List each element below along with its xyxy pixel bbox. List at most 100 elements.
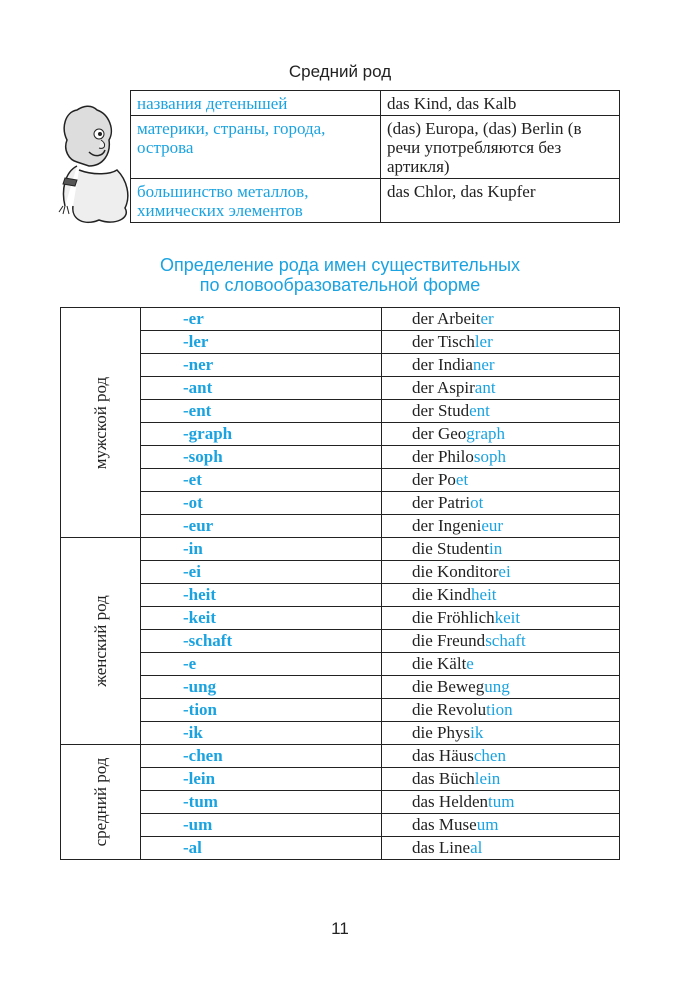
heading-line: по словообразовательной форме (199, 275, 481, 295)
example-cell: der Indianer (381, 353, 620, 377)
table-row: -al das Lineal (61, 836, 620, 860)
word-stem: das Helden (412, 792, 489, 811)
table-row: -lein das Büchlein (61, 767, 620, 791)
table-row: -ant der Aspirant (61, 376, 620, 400)
suffix-cell: -graph (140, 422, 382, 446)
example-cell: die Revolution (381, 698, 620, 722)
word-ending: heit (471, 585, 497, 604)
word-stem: die Revolu (412, 700, 487, 719)
suffix-cell: -tum (140, 790, 382, 814)
suffix-cell: -in (140, 537, 382, 561)
word-ending: et (455, 470, 469, 489)
examples-cell: das Chlor, das Kupfer (380, 178, 620, 223)
word-stem: der Po (412, 470, 456, 489)
word-ending: graph (466, 424, 505, 443)
word-ending: ot (470, 493, 484, 512)
suffix-cell: -ant (140, 376, 382, 400)
gender-label: мужской род (90, 376, 110, 469)
example-cell: der Aspirant (381, 376, 620, 400)
word-ending: tum (488, 792, 515, 811)
word-ending: chen (473, 746, 506, 765)
table-row: женский род -in die Studentin (60, 537, 620, 745)
table-row: мужской род -er der Arbeiter (60, 307, 620, 538)
table-row: -ik die Physik (61, 721, 620, 745)
suffix-cell: -lein (140, 767, 382, 791)
word-stem: das Line (412, 838, 471, 857)
word-ending: er (480, 309, 494, 328)
table-row: названия детенышей das Kind, das Kalb (130, 90, 620, 116)
example-cell: der Tischler (381, 330, 620, 354)
suffix-cell: -ik (140, 721, 382, 745)
suffix-cell: -ei (140, 560, 382, 584)
example-cell: der Ingenieur (381, 514, 620, 538)
word-stem: der Tisch (412, 332, 475, 351)
example-cell: die Physik (381, 721, 620, 745)
gender-group-cell: мужской род (60, 307, 141, 538)
gender-group-cell: женский род (60, 537, 141, 745)
suffix-cell: -keit (140, 606, 382, 630)
word-stem: die Fröhlich (412, 608, 495, 627)
table-row: -um das Museum (61, 813, 620, 837)
heading-line: Определение рода имен существительных (159, 255, 521, 275)
word-ending: ler (474, 332, 493, 351)
word-ending: in (488, 539, 503, 558)
word-ending: eur (481, 516, 504, 535)
table-row: -et der Poet (61, 468, 620, 492)
word-stem: die Konditor (412, 562, 499, 581)
word-ending: lein (474, 769, 501, 788)
suffix-cell: -um (140, 813, 382, 837)
suffix-cell: -chen (140, 744, 382, 768)
word-stem: der Aspir (412, 378, 475, 397)
word-stem: das Häus (412, 746, 474, 765)
word-stem: das Büch (412, 769, 475, 788)
category-cell: названия детенышей (130, 90, 381, 116)
suffix-cell: -schaft (140, 629, 382, 653)
suffix-cell: -soph (140, 445, 382, 469)
word-ending: ei (498, 562, 511, 581)
example-cell: der Patriot (381, 491, 620, 515)
suffix-cell: -ler (140, 330, 382, 354)
word-ending: keit (494, 608, 521, 627)
suffix-cell: -ner (140, 353, 382, 377)
table-row: -ent der Student (61, 399, 620, 423)
example-cell: der Poet (381, 468, 620, 492)
word-ending: ik (470, 723, 484, 742)
table-row: -ei die Konditorei (61, 560, 620, 584)
word-ending: ent (469, 401, 490, 420)
example-cell: das Museum (381, 813, 620, 837)
word-ending: al (470, 838, 483, 857)
example-cell: die Freundschaft (381, 629, 620, 653)
suffix-cell: -et (140, 468, 382, 492)
cartoon-child-illustration (58, 105, 129, 224)
word-ending: ant (474, 378, 496, 397)
suffix-cell: -e (140, 652, 382, 676)
suffix-cell: -tion (140, 698, 382, 722)
example-cell: die Kindheit (381, 583, 620, 607)
word-stem: die Kält (412, 654, 467, 673)
example-cell: der Philosoph (381, 445, 620, 469)
table-row: большинство металлов, химических элемент… (130, 178, 620, 223)
word-stem: der Patri (412, 493, 471, 512)
example-cell: das Häuschen (381, 744, 620, 768)
word-stem: die Phys (412, 723, 471, 742)
word-ending: tion (486, 700, 513, 719)
word-ending: ung (484, 677, 510, 696)
suffix-cell: -al (140, 836, 382, 860)
table-row: -e die Kälte (61, 652, 620, 676)
table-row: -ot der Patriot (61, 491, 620, 515)
word-ending: schaft (485, 631, 526, 650)
section-heading: Определение рода имен существительных по… (0, 255, 680, 295)
table-row: -keit die Fröhlichkeit (61, 606, 620, 630)
suffix-cell: -eur (140, 514, 382, 538)
page-number: 11 (331, 919, 349, 938)
example-cell: die Kälte (381, 652, 620, 676)
suffix-cell: -heit (140, 583, 382, 607)
table-row: -ler der Tischler (61, 330, 620, 354)
suffix-cell: -ot (140, 491, 382, 515)
example-cell: die Fröhlichkeit (381, 606, 620, 630)
suffix-cell: -ent (140, 399, 382, 423)
word-ending: e (466, 654, 474, 673)
table-row: -heit die Kindheit (61, 583, 620, 607)
word-stem: der Geo (412, 424, 467, 443)
table-row: -graph der Geograph (61, 422, 620, 446)
